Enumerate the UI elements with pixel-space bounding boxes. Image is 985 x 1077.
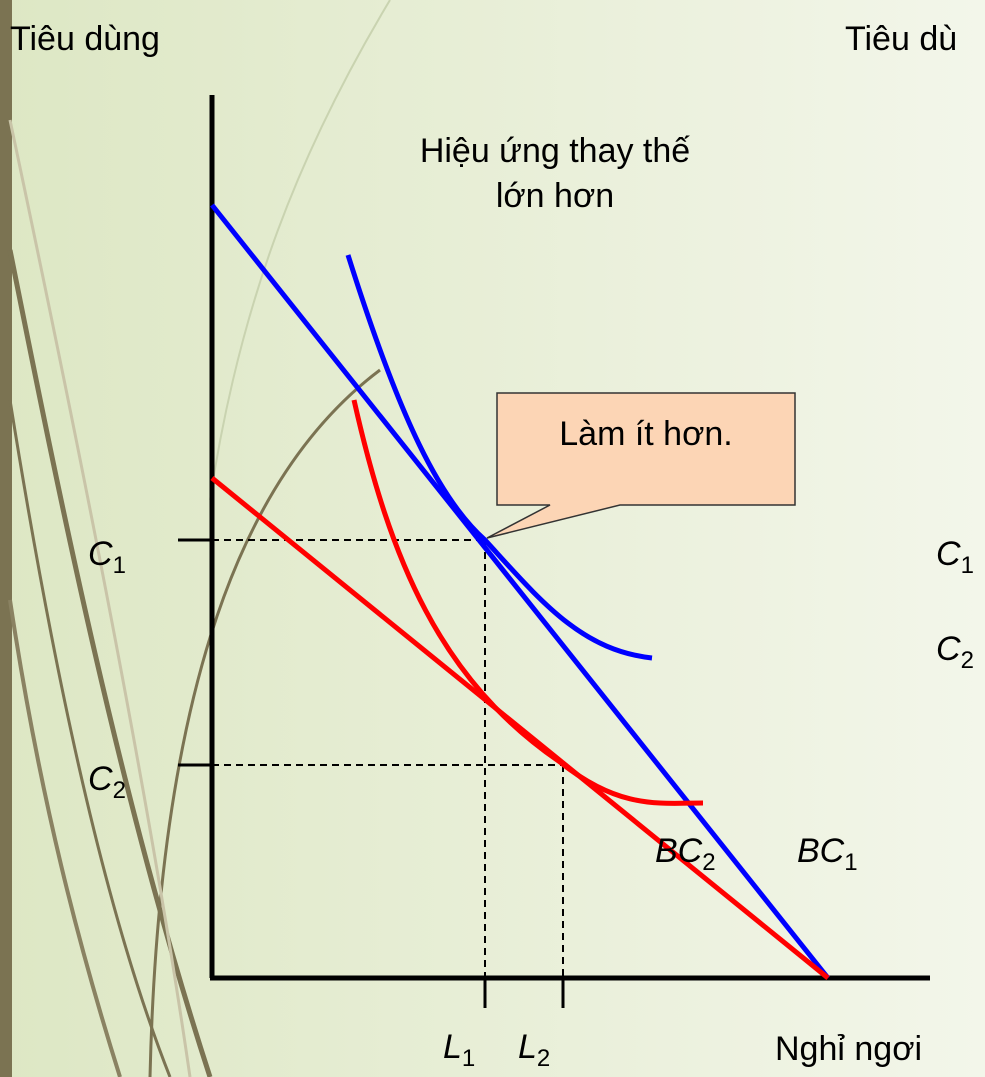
level-label: C2 xyxy=(936,630,974,674)
line-label: BC2 xyxy=(655,832,716,876)
budget-line-1 xyxy=(210,203,830,980)
heading: lớn hơn xyxy=(496,177,614,215)
callout-text: Làm ít hơn. xyxy=(559,415,733,453)
level-label: L1 xyxy=(443,1028,475,1072)
indifference-curve-2 xyxy=(351,399,704,806)
indifference-curve-1 xyxy=(345,254,653,661)
decoration xyxy=(7,0,391,1077)
level-label: C1 xyxy=(88,535,126,579)
side-bar xyxy=(0,0,12,1077)
y-axis-label: Tiêu dùng xyxy=(10,20,160,58)
x-axis-label: Nghỉ ngơi xyxy=(775,1030,922,1068)
ticks xyxy=(178,538,565,1008)
callout-box xyxy=(486,392,796,539)
level-label: C1 xyxy=(936,535,974,579)
right-y-axis-label: Tiêu dù xyxy=(845,20,957,58)
guide-lines xyxy=(212,539,564,978)
line-label: BC1 xyxy=(797,832,858,876)
heading: Hiệu ứng thay thế xyxy=(420,132,690,170)
level-label: L2 xyxy=(518,1028,550,1072)
level-label: C2 xyxy=(88,760,126,804)
